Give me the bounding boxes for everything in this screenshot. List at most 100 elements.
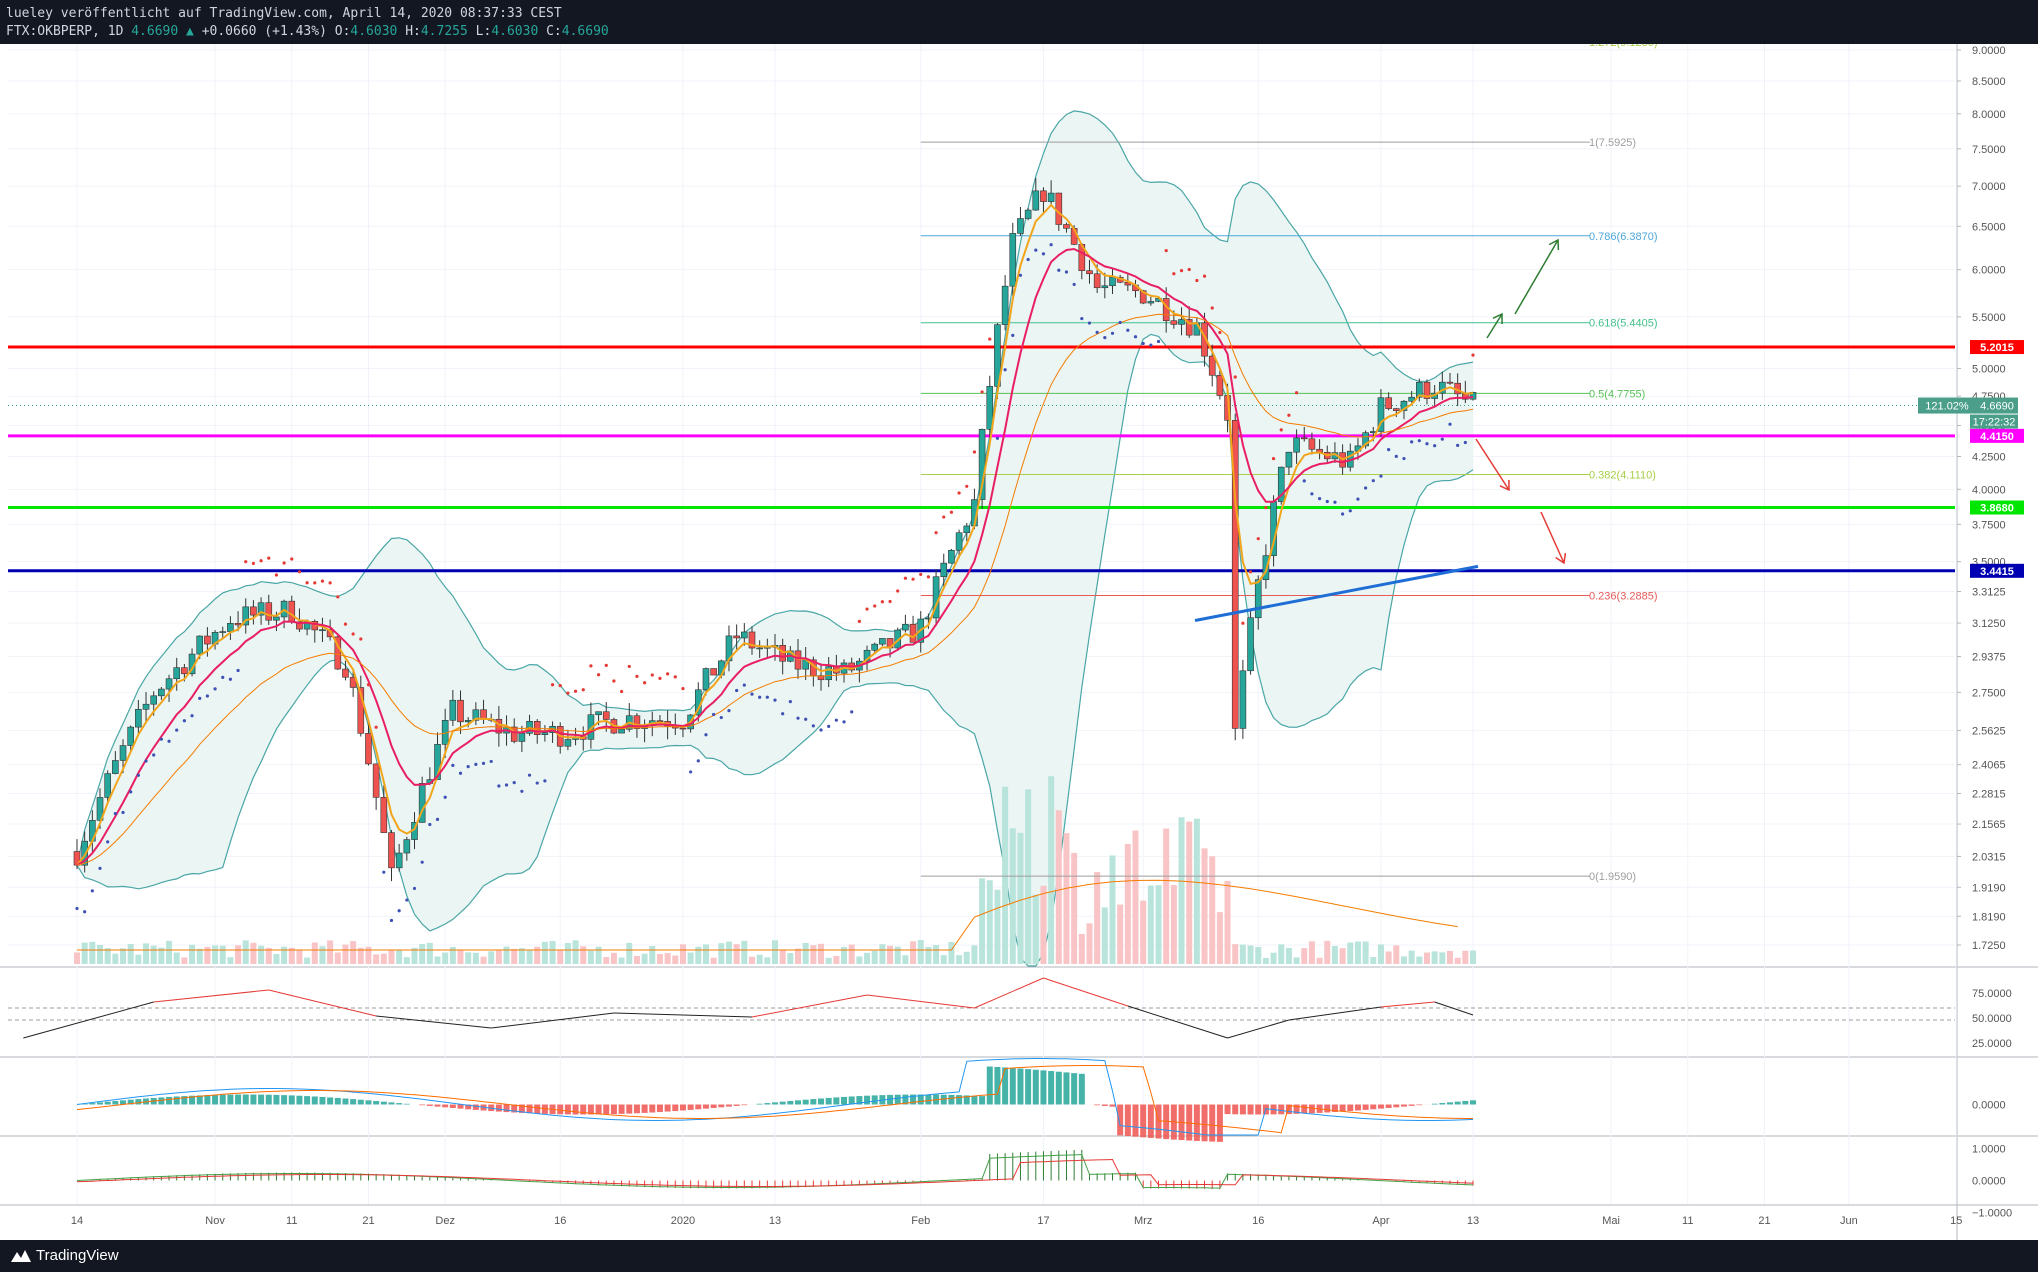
high-label: H:	[405, 24, 421, 39]
sar-dot	[466, 765, 470, 769]
volume-bar	[702, 944, 709, 964]
volume-bar	[1055, 810, 1062, 964]
volume-bar	[419, 943, 426, 964]
volume-bar	[710, 957, 717, 964]
volume-bar	[465, 952, 472, 964]
sar-dot	[819, 728, 823, 732]
volume-bar	[1002, 786, 1009, 964]
volume-bar	[741, 940, 748, 964]
candle-body	[288, 600, 296, 623]
candle-body	[495, 718, 503, 734]
candle-body	[710, 668, 717, 676]
candle-body	[204, 635, 211, 645]
sar-dot	[543, 779, 547, 783]
sar-dot	[735, 688, 739, 693]
macd-hist-bar	[756, 1103, 763, 1105]
volume-bar	[457, 950, 464, 964]
candle-body	[319, 629, 326, 632]
volume-bar	[948, 941, 955, 964]
chart-area[interactable]: 1(7.5925) 0.786(6.3870) 0.618(5.4405) 0.5(4…	[0, 44, 2038, 1240]
candle-body	[1170, 320, 1178, 325]
volume-bar	[1470, 950, 1476, 964]
volume-bar	[1385, 951, 1392, 964]
macd-hist-bar	[1339, 1104, 1346, 1112]
macd-hist-bar	[833, 1097, 840, 1105]
sar-dot	[267, 556, 271, 560]
sar-dot	[98, 866, 102, 870]
sar-dot	[689, 770, 693, 774]
sar-dot	[1126, 328, 1130, 332]
sar-dot	[290, 557, 294, 561]
candle-body	[1247, 617, 1254, 672]
sar-dot	[1080, 316, 1084, 321]
volume-bar	[1408, 950, 1415, 964]
publish-info: lueley veröffentlicht auf TradingView.co…	[6, 6, 562, 21]
time-axis[interactable]: 14 Nov 11 21 Dez 16 2020 13 Feb 17 Mrz 16 Apr 13 Mai 11…	[71, 1215, 1962, 1227]
candle-body	[1254, 579, 1262, 619]
candle-body	[1147, 301, 1155, 304]
macd-hist-bar	[235, 1094, 242, 1105]
sar-dot	[834, 718, 838, 722]
candle-body	[1208, 355, 1216, 376]
sar-dot	[1064, 270, 1069, 274]
macd-hist-bar	[1454, 1101, 1461, 1105]
volume-bar	[1301, 948, 1308, 964]
sar-dot	[604, 663, 608, 667]
candle-body	[679, 727, 687, 730]
y-tick-label: 7.5000	[1972, 144, 2006, 156]
macd-hist-bar	[1155, 1104, 1162, 1139]
volume-bar	[89, 941, 96, 964]
volume-bar	[1423, 952, 1430, 964]
symbol-name[interactable]: FTX:OKBPERP, 1D	[6, 24, 124, 39]
tradingview-logo-icon[interactable]	[10, 1246, 32, 1266]
level-price-label: 3.8680	[1980, 503, 2014, 515]
sar-dot	[244, 560, 248, 564]
price-axis[interactable]: 9.0000 8.5000 8.0000 7.5000 7.0000 6.5000 6.00…	[1957, 45, 2006, 952]
volume-bar	[288, 947, 295, 964]
sar-dot	[1049, 243, 1053, 247]
macd-hist-bar	[695, 1104, 702, 1110]
macd-hist-bar	[1032, 1069, 1039, 1105]
macd-hist-bar	[948, 1094, 955, 1105]
candle-body	[1001, 285, 1009, 325]
fib-label: 0.236(3.2885)	[1589, 590, 1658, 602]
sar-dot	[1333, 500, 1337, 504]
macd-hist-bar	[426, 1104, 433, 1106]
sar-dot	[1057, 268, 1061, 272]
macd-hist-bar	[503, 1104, 510, 1113]
volume-bar	[1377, 944, 1384, 964]
sar-dot	[1172, 272, 1176, 276]
sar-dot	[1356, 497, 1360, 501]
volume-bar	[503, 946, 510, 964]
long-ma-line	[1194, 564, 1479, 622]
macd-hist-bar	[1446, 1102, 1453, 1105]
volume-bar	[979, 878, 986, 964]
sar-dot	[397, 909, 401, 913]
volume-bar	[1370, 957, 1377, 964]
x-tick-label: Jun	[1840, 1215, 1858, 1227]
x-tick-label: Dez	[435, 1215, 455, 1227]
macd-hist-bar	[994, 1066, 1001, 1105]
candle-body	[909, 623, 917, 643]
sar-dot	[750, 692, 754, 696]
macd-hist-bar	[465, 1104, 472, 1110]
candle-body	[1362, 432, 1369, 447]
y-tick-label: 3.1250	[1972, 618, 2006, 630]
sar-dot	[880, 600, 884, 604]
x-tick-label: Mai	[1602, 1215, 1620, 1227]
volume-bar	[242, 940, 249, 964]
sar-dot	[113, 812, 117, 816]
candle-body	[357, 687, 365, 734]
volume-bar	[1071, 852, 1078, 964]
volume-bar	[196, 948, 203, 964]
candle-body	[741, 631, 748, 639]
candle-body	[1446, 381, 1454, 384]
x-tick-label: Apr	[1372, 1215, 1389, 1227]
y-tick-label: 2.5625	[1972, 726, 2006, 738]
candle-body	[403, 839, 411, 854]
macd-hist-bar	[1408, 1104, 1415, 1106]
sar-dot	[1233, 375, 1237, 379]
sar-dot	[658, 676, 662, 681]
y-tick-label: 5.5000	[1972, 312, 2006, 324]
macd-hist-bar	[396, 1103, 403, 1105]
